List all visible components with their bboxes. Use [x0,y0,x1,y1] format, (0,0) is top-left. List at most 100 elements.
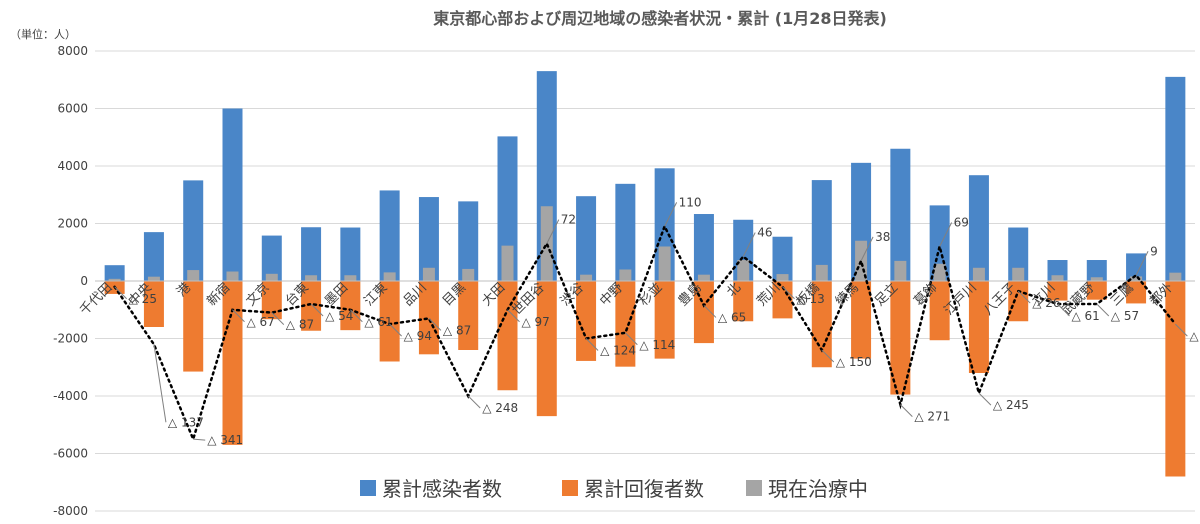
annotation-leader [821,349,835,363]
y-tick-label: -2000 [53,332,88,346]
bar-recovered [497,281,518,391]
bar-current [1051,275,1064,281]
bar-infected [1008,227,1029,281]
bar-recovered [379,281,400,362]
bar-current [108,278,121,281]
annotation-label: △ 96 [1189,329,1200,343]
annotation-label: △ 54 [325,309,353,323]
bar-infected [1165,76,1186,281]
y-tick-label: -8000 [53,504,88,518]
bar-recovered [772,281,793,319]
annotation-leader [1135,251,1149,276]
legend-swatch [562,480,578,496]
annotation-leader [625,332,638,346]
annotation-label: △ 26 [1032,296,1060,310]
bar-infected [379,190,400,281]
bar-recovered [733,281,754,322]
bar-infected [811,180,832,281]
annotation-label: △ 65 [718,310,746,324]
bar-recovered [615,281,636,367]
annotation-leader [350,309,363,323]
bar-layer [104,71,1186,477]
annotation-label: △ 137 [168,415,204,429]
bar-current [580,274,593,281]
annotation-leader [546,219,560,244]
legend-label: 現在治療中 [768,477,868,501]
annotation-leader [900,404,913,417]
annotation-leader [507,309,520,323]
annotation-leader [310,303,324,317]
bar-recovered [890,281,911,395]
annotation-label: △ 97 [522,315,550,329]
bar-infected [1126,253,1147,281]
bar-recovered [222,281,243,445]
bar-current [815,264,828,281]
annotation-leader [1057,303,1070,317]
bar-current [894,260,907,281]
bar-infected [104,265,125,281]
annotation-leader [428,318,442,331]
bar-recovered [654,281,675,359]
bar-recovered [811,281,832,368]
bar-current [972,267,985,281]
annotation-label: △ 87 [286,318,314,332]
bar-recovered [1047,281,1068,301]
bar-recovered [1086,281,1107,300]
bar-recovered [301,281,322,331]
bar-current [697,274,710,281]
legend-label: 累計感染者数 [382,477,502,501]
bar-current [422,267,435,281]
y-tick-label: -6000 [53,447,88,461]
bar-current [1130,276,1143,281]
annotation-label: △ 94 [404,329,432,343]
annotation-label: △ 57 [1111,309,1139,323]
bar-infected [615,183,636,281]
bar-infected [418,197,439,281]
bar-infected [301,227,322,281]
bar-current [658,246,671,281]
annotation-label: △ 25 [129,292,157,306]
annotation-leader [114,286,127,300]
annotation-label: △ 13 [797,292,825,306]
bar-current [226,271,239,281]
y-axis-ticks: -8000 -6000 -4000 -2000 0 2000 4000 6000 8000 [53,44,88,518]
annotation-label: △ 61 [1072,309,1100,323]
bar-recovered [1165,281,1186,477]
line-layer [113,223,1177,443]
bar-infected [1086,260,1107,281]
annotation-label: △ 271 [914,410,950,424]
bar-current [147,276,160,281]
legend-swatch [360,480,376,496]
bar-infected [183,180,204,281]
y-tick-label: 8000 [57,44,88,58]
bar-recovered [536,281,557,417]
annotation-label: △ 245 [993,398,1029,412]
annotation-label: △ 248 [482,401,518,415]
bar-infected [222,108,243,281]
annotation-leader [193,438,206,441]
bar-current [1090,277,1103,281]
chart-title: 東京都心部および周辺地域の感染者状況・累計 (1月28日発表) [433,9,887,28]
bar-current [501,245,514,281]
bar-recovered [458,281,479,350]
unit-label: （単位：人） [10,27,76,41]
bar-current [776,274,789,281]
annotation-leader [978,392,992,406]
line-annotations: △ 25 △ 137△ 341 △ 67 △ 87 △ 54 △ 61 △ 94 △ 87 △ … [114,195,1200,447]
annotation-label: 72 [561,213,576,227]
annotation-leader [860,236,874,262]
legend: 累計感染者数 累計回復者数 現在治療中 [360,477,868,501]
annotation-label: 9 [1150,244,1158,258]
annotation-label: △ 87 [443,323,471,337]
bar-infected [772,236,793,281]
bar-current [305,275,318,281]
y-tick-label: 6000 [57,102,88,116]
bar-recovered [340,281,361,331]
y-tick-label: -4000 [53,389,88,403]
bar-infected [143,232,164,281]
bar-recovered [143,281,164,327]
annotation-label: △ 67 [247,315,275,329]
y-tick-label: 0 [80,274,88,288]
